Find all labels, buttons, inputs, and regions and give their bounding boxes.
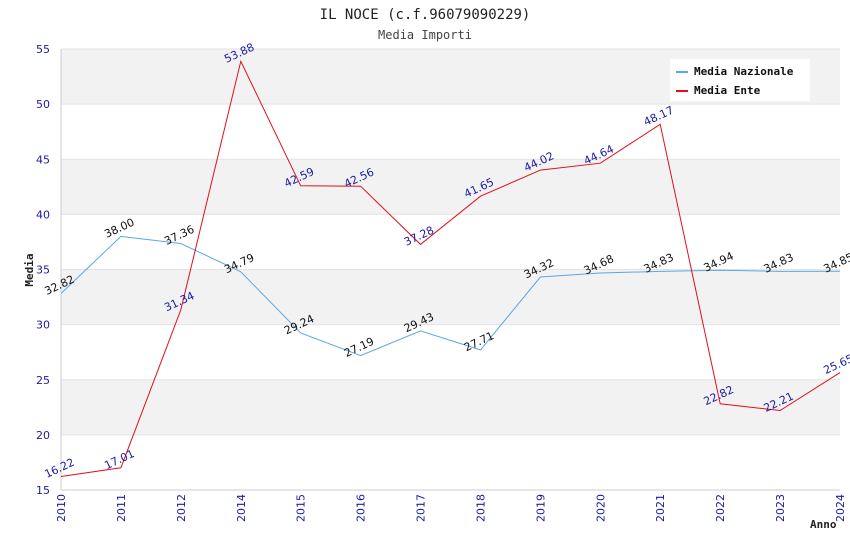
x-tick-label: 2024 bbox=[834, 494, 847, 522]
x-axis-label: Anno bbox=[810, 518, 837, 531]
y-tick-label: 30 bbox=[36, 319, 50, 332]
y-axis-label: Media bbox=[23, 253, 36, 286]
legend-label-media-nazionale: Media Nazionale bbox=[694, 65, 794, 78]
x-tick-label: 2020 bbox=[594, 494, 607, 522]
y-tick-label: 15 bbox=[36, 484, 50, 497]
x-tick-labels: 2010 2011 2012 2014 2015 2016 2017 2018 2019 2020… bbox=[55, 494, 847, 522]
plot-band bbox=[61, 324, 840, 380]
x-tick-label: 2021 bbox=[654, 494, 667, 522]
x-tick-label: 2012 bbox=[175, 494, 188, 522]
legend-label-media-ente: Media Ente bbox=[694, 84, 761, 97]
legend-box bbox=[670, 59, 810, 101]
series-line-media-ente bbox=[60, 59, 841, 477]
plot-band bbox=[61, 434, 840, 490]
plot-band bbox=[61, 104, 840, 160]
chart-title: IL NOCE (c.f.96079090229) bbox=[320, 7, 531, 23]
y-tick-labels: 15 20 25 30 35 40 45 50 55 bbox=[36, 43, 50, 497]
plot-background bbox=[61, 49, 840, 490]
plot-band bbox=[61, 269, 840, 325]
y-tick-label: 40 bbox=[36, 208, 50, 221]
x-tick-label: 2011 bbox=[115, 494, 128, 522]
x-tick-label: 2019 bbox=[534, 494, 547, 522]
y-tick-label: 50 bbox=[36, 98, 50, 111]
plot-band bbox=[61, 214, 840, 270]
chart-subtitle: Media Importi bbox=[378, 28, 472, 42]
legend: Media Nazionale Media Ente bbox=[670, 59, 810, 101]
x-tick-label: 2016 bbox=[355, 494, 368, 522]
x-tick-label: 2018 bbox=[474, 494, 487, 522]
y-tick-label: 45 bbox=[36, 153, 50, 166]
series-line-media-nazionale bbox=[60, 235, 841, 357]
x-tick-label: 2014 bbox=[235, 494, 248, 522]
series-lines bbox=[60, 59, 841, 477]
y-tick-label: 25 bbox=[36, 374, 50, 387]
y-tick-label: 55 bbox=[36, 43, 50, 56]
plot-band bbox=[61, 159, 840, 215]
plot-band bbox=[61, 379, 840, 435]
y-tick-label: 35 bbox=[36, 264, 50, 277]
x-tick-label: 2015 bbox=[295, 494, 308, 522]
x-tick-label: 2010 bbox=[55, 494, 68, 522]
y-tick-label: 20 bbox=[36, 429, 50, 442]
x-tick-label: 2022 bbox=[714, 494, 727, 522]
x-tick-label: 2023 bbox=[774, 494, 787, 522]
x-tick-label: 2017 bbox=[415, 494, 428, 522]
